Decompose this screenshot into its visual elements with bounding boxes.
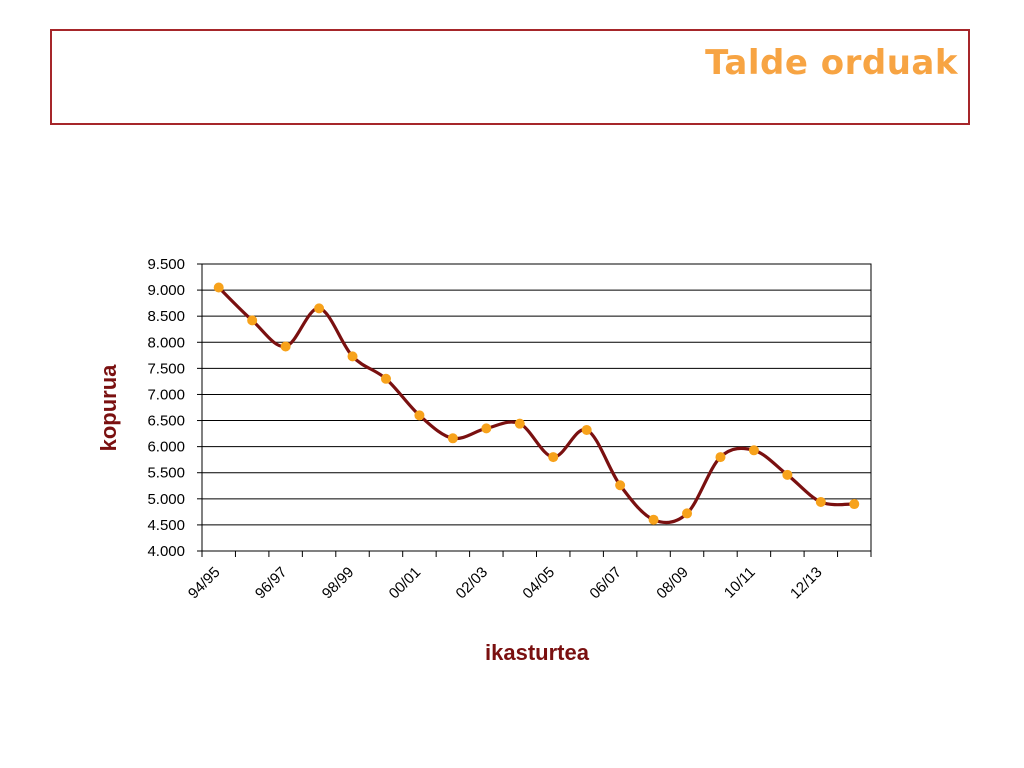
x-tick-label: 12/13 <box>787 564 826 603</box>
y-tick-label: 5.500 <box>147 465 185 482</box>
y-tick-label: 7.000 <box>147 386 185 403</box>
x-ticks: 94/95 96/97 98/99 00/01 02/03 04/05 06/07 08/09… <box>185 551 872 603</box>
data-point <box>447 433 458 444</box>
data-point <box>782 469 793 480</box>
data-point <box>815 496 826 507</box>
y-tick-label: 4.500 <box>147 517 185 534</box>
series-line <box>217 286 855 525</box>
grid-lines <box>197 263 872 552</box>
data-point <box>213 282 224 293</box>
x-tick-label: 04/05 <box>519 564 558 603</box>
series-layer <box>213 282 860 525</box>
data-point <box>314 303 325 314</box>
data-point <box>514 418 525 429</box>
data-point <box>581 424 592 435</box>
data-point <box>247 315 258 326</box>
data-point <box>347 351 358 362</box>
data-point <box>748 445 759 456</box>
data-point <box>849 499 860 510</box>
title-box: Talde orduak <box>50 29 970 125</box>
data-point <box>615 480 626 491</box>
x-tick-label: 08/09 <box>653 564 692 603</box>
y-tick-label: 8.500 <box>147 308 185 325</box>
x-tick-label: 00/01 <box>386 564 425 603</box>
y-tick-label: 4.000 <box>147 543 185 560</box>
data-point <box>682 508 693 519</box>
y-tick-label: 7.500 <box>147 360 185 377</box>
y-tick-label: 9.500 <box>147 256 185 273</box>
x-tick-label: 96/97 <box>252 564 291 603</box>
y-tick-label: 6.000 <box>147 439 185 456</box>
x-axis-title: ikasturtea <box>485 640 590 665</box>
y-tick-label: 5.000 <box>147 491 185 508</box>
data-point <box>548 452 559 463</box>
x-tick-label: 94/95 <box>185 564 224 603</box>
data-point <box>715 452 726 463</box>
x-tick-label: 98/99 <box>319 564 358 603</box>
slide-title: Talde orduak <box>705 43 958 83</box>
y-axis-title: kopurua <box>96 364 121 452</box>
x-tick-label: 02/03 <box>453 564 492 603</box>
y-tick-label: 8.000 <box>147 334 185 351</box>
plot-area <box>201 263 872 552</box>
y-tick-label: 9.000 <box>147 282 185 299</box>
data-point <box>380 373 391 384</box>
x-tick-label: 10/11 <box>721 564 759 602</box>
data-point <box>481 423 492 434</box>
data-point <box>280 341 291 352</box>
x-tick-label: 06/07 <box>586 564 625 603</box>
y-tick-label: 6.500 <box>147 413 185 430</box>
data-point <box>414 410 425 421</box>
y-tick-labels: 4.000 4.500 5.000 5.500 6.000 6.500 7.000 7.500… <box>147 256 185 560</box>
data-point <box>648 514 659 525</box>
